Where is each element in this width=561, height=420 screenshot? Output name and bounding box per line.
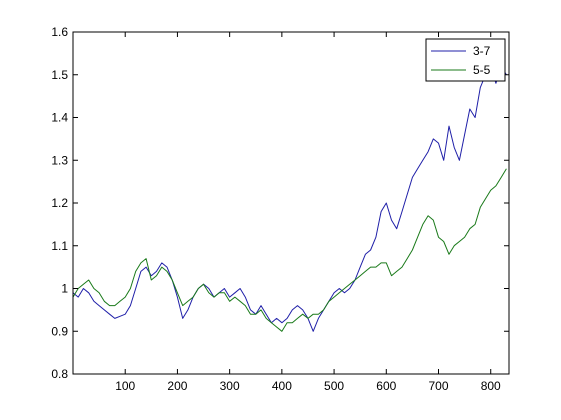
y-axis-tick-labels: 0.8 0.9 1 1.1 1.2 1.3 1.4 1.5 1.6 bbox=[51, 25, 68, 381]
legend-label: 3-7 bbox=[473, 44, 491, 58]
x-tick-label: 200 bbox=[167, 379, 187, 393]
y-tick-label: 1.6 bbox=[51, 25, 68, 39]
x-tick-label: 100 bbox=[115, 379, 135, 393]
x-tick-label: 700 bbox=[428, 379, 448, 393]
x-tick-label: 300 bbox=[220, 379, 240, 393]
x-tick-label: 600 bbox=[376, 379, 396, 393]
y-tick-label: 1.3 bbox=[51, 153, 68, 167]
y-tick-label: 1.2 bbox=[51, 196, 68, 210]
x-tick-label: 800 bbox=[481, 379, 501, 393]
legend-box bbox=[425, 38, 506, 82]
axis-ticks bbox=[73, 31, 509, 375]
y-tick-label: 1.1 bbox=[51, 239, 68, 253]
y-tick-label: 1.5 bbox=[51, 68, 68, 82]
x-tick-label: 500 bbox=[324, 379, 344, 393]
legend-label: 5-5 bbox=[473, 63, 491, 77]
y-tick-label: 1 bbox=[61, 282, 68, 296]
series-line-green bbox=[72, 168, 507, 332]
y-tick-label: 0.9 bbox=[51, 324, 68, 338]
x-tick-label: 400 bbox=[272, 379, 292, 393]
series-line-blue bbox=[72, 65, 507, 332]
y-tick-label: 0.8 bbox=[51, 367, 68, 381]
legend: 3-75-5 bbox=[425, 38, 506, 82]
y-tick-label: 1.4 bbox=[51, 111, 68, 125]
plot-lines bbox=[72, 65, 507, 332]
x-axis-tick-labels: 100 200 300 400 500 600 700 800 bbox=[115, 379, 501, 393]
